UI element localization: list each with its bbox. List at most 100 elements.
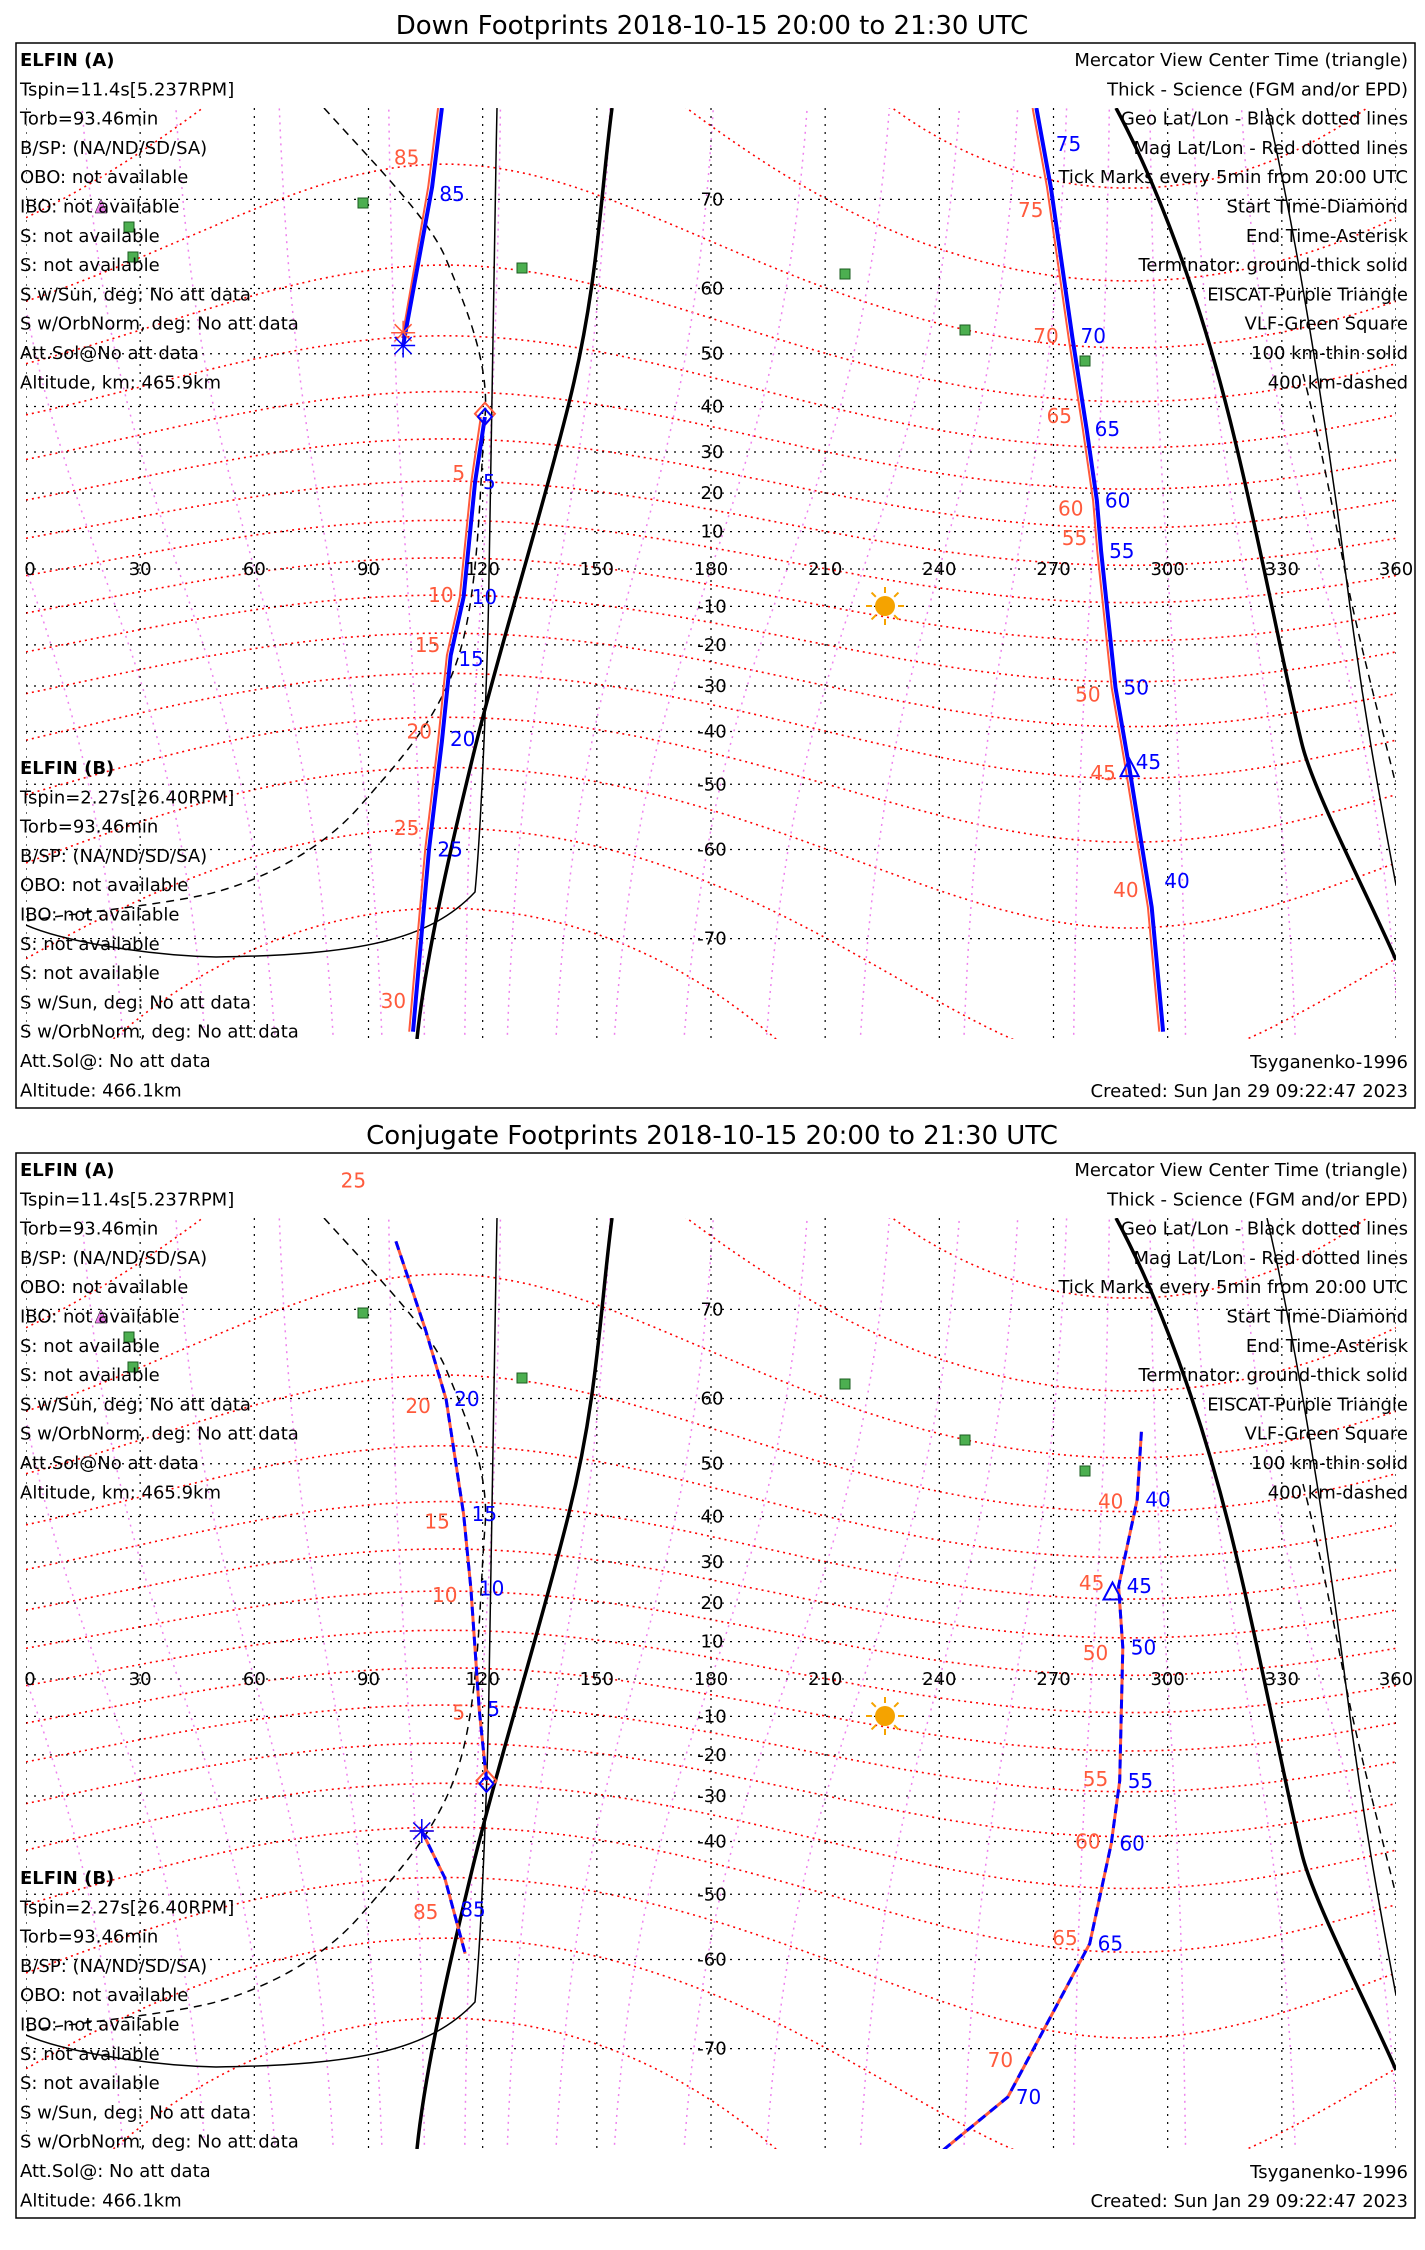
- lat-tick-label: -20: [697, 1745, 726, 1766]
- legend-item: Terminator: ground-thick solid: [1137, 1365, 1408, 1386]
- lat-tick-label: 30: [701, 1552, 724, 1573]
- lat-tick-label: 10: [701, 1632, 724, 1653]
- mag-lat-line: [26, 1704, 1396, 1793]
- legend-item: VLF-Green Square: [1245, 1424, 1408, 1445]
- lat-tick-label: -10: [697, 1706, 726, 1727]
- sat-a-info-line: Att.Sol@No att data: [20, 343, 199, 364]
- end-asterisk-icon: [409, 1818, 434, 1843]
- legend-item: End Time-Asterisk: [1246, 226, 1409, 247]
- lon-tick-label: 0: [24, 559, 35, 580]
- 400km-line-left: [26, 1218, 487, 2032]
- tick-label-a: 45: [1136, 750, 1161, 774]
- orbit-trace-b: [402, 108, 440, 333]
- lon-tick-label: 330: [1265, 559, 1299, 580]
- mag-lat-line: [26, 1445, 1396, 1559]
- lon-tick-label: 60: [243, 559, 266, 580]
- orbit-trace-a: [411, 416, 487, 1032]
- tick-label-b: 60: [1075, 1829, 1100, 1853]
- vlf-station-square-icon: [357, 1307, 369, 1319]
- tick-label-a: 10: [472, 585, 497, 609]
- mag-lon-line: [1072, 1218, 1111, 2149]
- orbit-trace-a: [394, 1240, 488, 1781]
- mag-lon-line: [1149, 108, 1187, 1039]
- sat-b-info-line: S w/Sun, deg: No att data: [20, 992, 251, 1013]
- lon-tick-label: 210: [808, 559, 842, 580]
- lat-tick-label: 20: [701, 483, 724, 504]
- tick-label-b: 15: [424, 1509, 449, 1533]
- tick-label-b: 20: [406, 719, 431, 743]
- tick-label-a: 60: [1119, 1831, 1144, 1855]
- tick-label-b: 15: [415, 633, 440, 657]
- vlf-station-square-icon: [127, 1361, 139, 1373]
- 100km-line-left: [26, 1218, 498, 2068]
- lat-tick-label: -60: [697, 840, 726, 861]
- mag-lon-line: [1072, 108, 1111, 1039]
- 100km-line-right: [1266, 108, 1396, 886]
- legend-item: 100 km-thin solid: [1251, 343, 1408, 364]
- tick-label-b: 45: [1079, 1571, 1104, 1595]
- vlf-station-square-icon: [839, 1378, 851, 1390]
- lon-tick-label: 90: [357, 1669, 380, 1690]
- lat-tick-label: -50: [697, 774, 726, 795]
- tick-label-b: 10: [428, 583, 453, 607]
- mag-lon-line: [506, 1218, 611, 2149]
- vlf-station-square-icon: [959, 1434, 971, 1446]
- mag-lon-line: [388, 108, 426, 1039]
- lon-tick-label: 300: [1150, 1669, 1184, 1690]
- tick-label-a: 40: [1145, 1488, 1170, 1512]
- tick-label-b: 70: [988, 2048, 1013, 2072]
- legend-item: Thick - Science (FGM and/or EPD): [1106, 79, 1408, 100]
- sat-b-info-line: S: not available: [20, 963, 160, 984]
- sat-b-info-line: OBO: not available: [20, 1985, 188, 2006]
- tick-label-b: 10: [432, 1583, 457, 1607]
- sat-b-info-line: OBO: not available: [20, 875, 188, 896]
- tick-label-a: 20: [450, 727, 475, 751]
- tick-label-b: 40: [1113, 878, 1138, 902]
- sun-ray: [893, 1701, 900, 1708]
- sun-ray: [870, 1724, 877, 1731]
- vlf-station-square-icon: [123, 221, 135, 233]
- sat-a-info-line: S: not available: [20, 255, 160, 276]
- sun-ray: [870, 1701, 877, 1708]
- orbit-trace-a: [401, 108, 444, 346]
- tick-label-b: 50: [1083, 1641, 1108, 1665]
- lat-tick-label: 40: [701, 397, 724, 418]
- sat-b-info-line: S w/Sun, deg: No att data: [20, 2102, 251, 2123]
- mag-lat-line: [26, 766, 1396, 929]
- end-asterisk-icon: [391, 320, 416, 345]
- sat-a-info-line: S w/Sun, deg: No att data: [20, 284, 251, 305]
- tick-label-b: 30: [381, 989, 406, 1013]
- sat-a-info-line: Tspin=11.4s[5.237RPM]: [19, 79, 234, 100]
- tick-label-a: 10: [479, 1577, 504, 1601]
- lat-tick-label: -70: [697, 929, 726, 950]
- 400km-line-right: [1302, 1483, 1396, 1896]
- mag-lat-line: [26, 1548, 1396, 1639]
- tick-label-a: 75: [1056, 132, 1081, 156]
- lon-tick-label: 240: [922, 1669, 956, 1690]
- sat-b-info-line: Torb=93.46min: [19, 1927, 158, 1948]
- lat-tick-label: -30: [697, 676, 726, 697]
- tick-label-a: 85: [439, 182, 464, 206]
- sat-b-info-line: Att.Sol@: No att data: [20, 1051, 211, 1072]
- mag-lat-line: [26, 1667, 1396, 1752]
- lat-tick-label: 40: [701, 1507, 724, 1528]
- tick-label-b: 75: [1018, 198, 1043, 222]
- lon-tick-label: 270: [1036, 1669, 1070, 1690]
- lat-tick-label: 60: [701, 278, 724, 299]
- model-label: Tsyganenko-1996: [1249, 1052, 1408, 1073]
- tick-label-a: 5: [487, 1697, 500, 1721]
- 100km-line-right: [1266, 1218, 1396, 1996]
- vlf-station-square-icon: [1079, 1465, 1091, 1477]
- 400km-line-right: [1302, 373, 1396, 786]
- terminator-left: [415, 1218, 614, 2149]
- legend-item: 100 km-thin solid: [1251, 1453, 1408, 1474]
- tick-label-b: 25: [394, 816, 419, 840]
- lat-tick-label: -70: [697, 2039, 726, 2060]
- lat-tick-label: 70: [701, 1299, 724, 1320]
- tick-label-a: 50: [1124, 676, 1149, 700]
- tick-label-b: 40: [1098, 1490, 1123, 1514]
- sat-a-info-line: S: not available: [20, 1336, 160, 1357]
- eiscat-triangle-icon: [94, 1308, 108, 1324]
- terminator-right: [1114, 108, 1396, 961]
- sun-ray: [870, 591, 877, 598]
